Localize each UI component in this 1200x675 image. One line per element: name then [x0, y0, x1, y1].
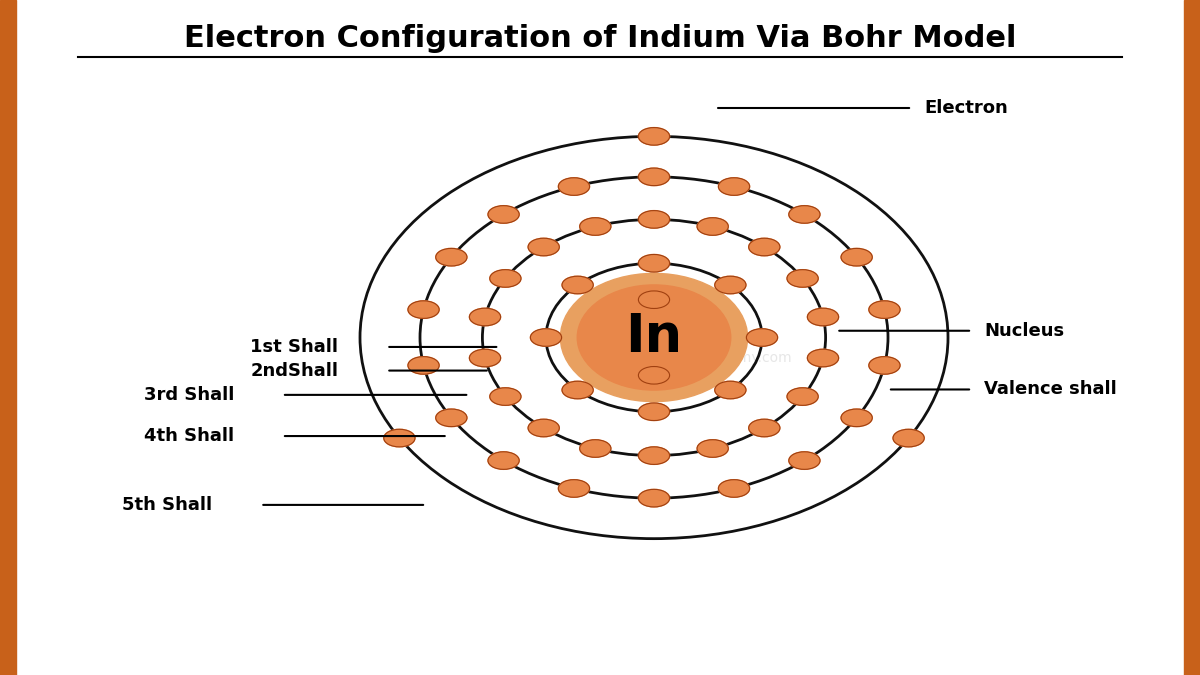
Ellipse shape [808, 349, 839, 367]
Text: 3rd Shall: 3rd Shall [144, 386, 234, 404]
Ellipse shape [560, 273, 748, 402]
Ellipse shape [530, 329, 562, 346]
Text: Electron Configuration of Indium Via Bohr Model: Electron Configuration of Indium Via Boh… [184, 24, 1016, 53]
Ellipse shape [490, 270, 521, 288]
Ellipse shape [528, 238, 559, 256]
Ellipse shape [697, 439, 728, 457]
Text: Electron: Electron [924, 99, 1008, 117]
Ellipse shape [488, 452, 520, 469]
Ellipse shape [558, 178, 589, 195]
Text: Valence shall: Valence shall [984, 381, 1117, 398]
Ellipse shape [841, 248, 872, 266]
Ellipse shape [638, 367, 670, 384]
Ellipse shape [638, 291, 670, 308]
Ellipse shape [577, 285, 731, 390]
Ellipse shape [715, 381, 746, 399]
Text: 2ndShall: 2ndShall [251, 362, 338, 379]
Text: Nucleus: Nucleus [984, 322, 1064, 340]
Ellipse shape [638, 254, 670, 272]
Ellipse shape [488, 206, 520, 223]
Ellipse shape [469, 308, 500, 326]
Ellipse shape [638, 403, 670, 421]
Ellipse shape [638, 168, 670, 186]
Ellipse shape [749, 419, 780, 437]
Ellipse shape [749, 238, 780, 256]
Ellipse shape [715, 276, 746, 294]
Ellipse shape [638, 447, 670, 464]
Ellipse shape [436, 409, 467, 427]
Text: In: In [625, 311, 683, 364]
Ellipse shape [893, 429, 924, 447]
Text: 5th Shall: 5th Shall [122, 496, 212, 514]
Ellipse shape [436, 248, 467, 266]
Ellipse shape [787, 270, 818, 288]
Ellipse shape [808, 308, 839, 326]
Ellipse shape [580, 218, 611, 236]
Text: 1st Shall: 1st Shall [251, 338, 338, 356]
Ellipse shape [638, 489, 670, 507]
Ellipse shape [788, 452, 820, 469]
Ellipse shape [580, 439, 611, 457]
Ellipse shape [638, 211, 670, 228]
Ellipse shape [869, 356, 900, 374]
Ellipse shape [746, 329, 778, 346]
Text: 4th Shall: 4th Shall [144, 427, 234, 445]
Ellipse shape [408, 356, 439, 374]
Text: DiagramAcademy.com: DiagramAcademy.com [636, 351, 792, 364]
Ellipse shape [638, 128, 670, 145]
Ellipse shape [562, 276, 593, 294]
Ellipse shape [562, 381, 593, 399]
Ellipse shape [719, 178, 750, 195]
Ellipse shape [490, 387, 521, 405]
Bar [0, 0, 16, 675]
Ellipse shape [408, 301, 439, 319]
Bar [1184, 0, 1200, 675]
Ellipse shape [869, 301, 900, 319]
Ellipse shape [787, 388, 818, 405]
Ellipse shape [697, 218, 728, 236]
Ellipse shape [528, 419, 559, 437]
Ellipse shape [384, 429, 415, 447]
Ellipse shape [558, 480, 589, 497]
Ellipse shape [560, 273, 748, 402]
Ellipse shape [469, 349, 500, 367]
Ellipse shape [719, 480, 750, 497]
Ellipse shape [841, 409, 872, 427]
Ellipse shape [788, 206, 820, 223]
